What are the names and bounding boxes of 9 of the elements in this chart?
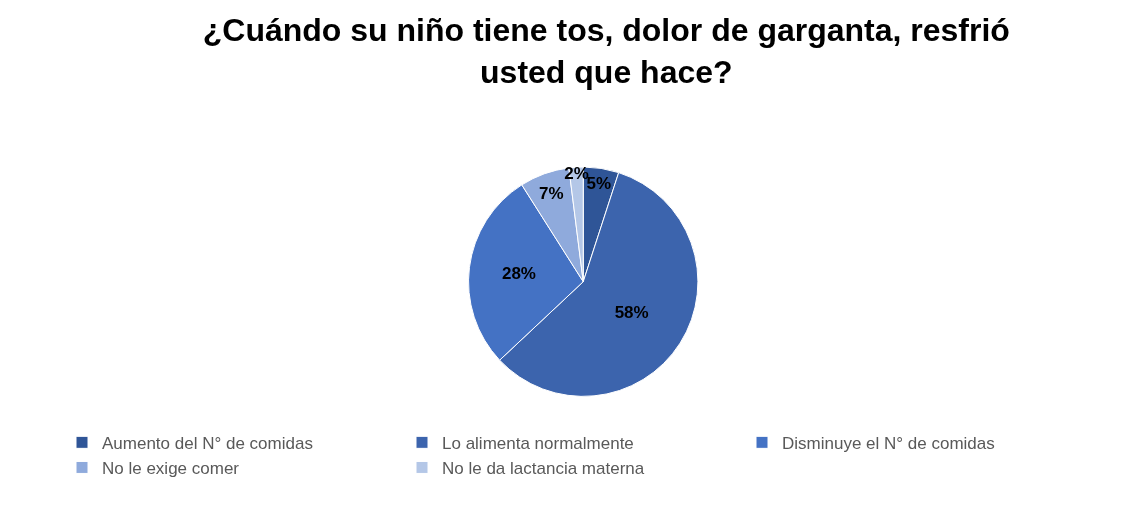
- legend-label: Aumento del N° de comidas: [102, 433, 313, 453]
- data-label: 58%: [614, 302, 649, 322]
- data-label: 7%: [539, 183, 564, 203]
- chart-title: ¿Cuándo su niño tiene tos, dolor de garganta, resfrió usted que hace?: [202, 12, 1010, 90]
- legend-label: No le exige comer: [102, 459, 240, 479]
- data-label: 28%: [501, 264, 536, 284]
- legend-label: No le da lactancia materna: [442, 459, 645, 479]
- legend-label: Disminuye el N° de comidas: [782, 433, 995, 453]
- legend-label: Lo alimenta normalmente: [442, 433, 634, 453]
